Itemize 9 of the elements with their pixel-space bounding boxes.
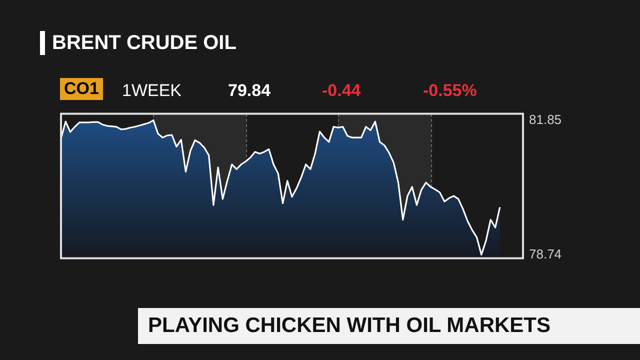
text: PLAYING CHICKEN WITH OIL MARKETS: [148, 314, 551, 338]
y-tick-label: 78.74: [529, 246, 562, 262]
text: -0.44: [322, 81, 361, 101]
text: -0.55%: [423, 81, 477, 101]
text: 79.84: [228, 81, 271, 101]
chart-subtitle: CO1: [60, 78, 103, 100]
y-tick-label: 81.85: [529, 112, 562, 127]
text: 1WEEK: [122, 81, 182, 101]
chart-title: BRENT CRUDE OIL: [52, 32, 236, 55]
